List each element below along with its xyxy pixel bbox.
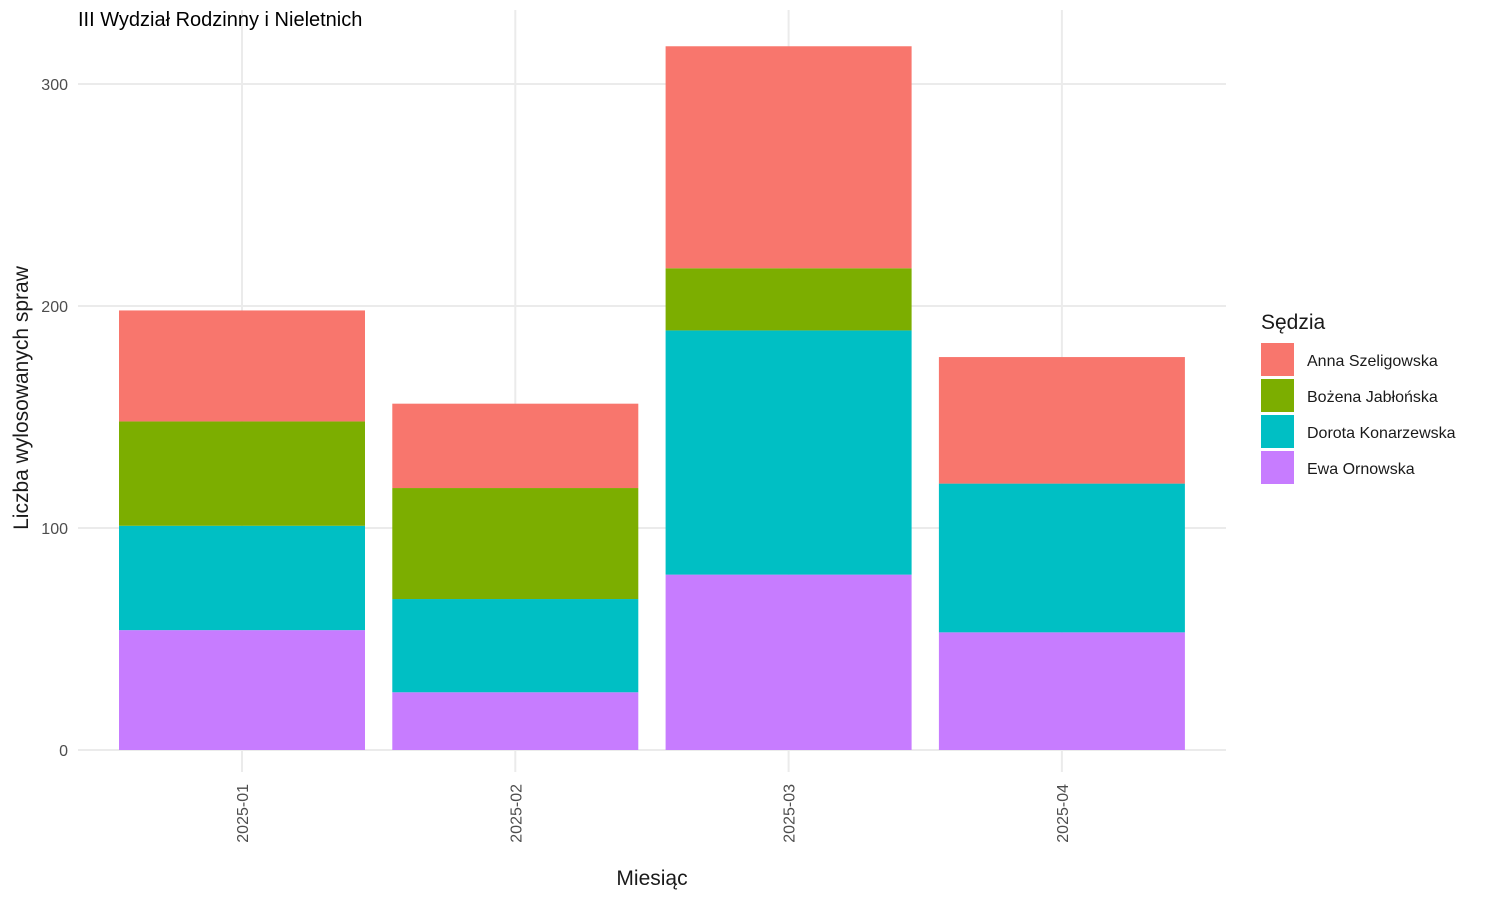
x-tick-label: 2025-01 xyxy=(235,784,252,843)
bar-segment xyxy=(938,483,1185,633)
bar-segment xyxy=(119,630,365,750)
y-tick-label: 200 xyxy=(41,299,68,316)
x-axis-ticks: 2025-01 2025-02 2025-03 2025-04 xyxy=(235,784,1072,843)
y-axis-title: Liczba wylosowanych spraw xyxy=(10,265,33,530)
bar-segment xyxy=(665,574,912,750)
y-axis-ticks: 0 100 200 300 xyxy=(41,77,68,760)
bar-segment xyxy=(938,357,1185,484)
legend-swatch xyxy=(1261,343,1294,376)
legend-swatch xyxy=(1261,451,1294,484)
legend: Sędzia Anna Szeligowska Bożena Jabłońska D… xyxy=(1261,311,1456,484)
bar-segment xyxy=(392,692,639,750)
y-tick-label: 100 xyxy=(41,521,68,538)
y-tick-label: 300 xyxy=(41,77,68,94)
legend-label: Anna Szeligowska xyxy=(1307,353,1438,370)
x-axis-title: Miesiąc xyxy=(616,867,687,890)
bar-segment xyxy=(938,632,1185,750)
x-tick-label: 2025-04 xyxy=(1055,784,1072,843)
legend-label: Ewa Ornowska xyxy=(1307,461,1415,478)
bar-segment xyxy=(392,403,639,489)
x-tick-label: 2025-03 xyxy=(782,784,799,843)
bar-segment xyxy=(392,488,639,600)
legend-label: Dorota Konarzewska xyxy=(1307,425,1456,442)
chart-title: III Wydział Rodzinny i Nieletnich xyxy=(78,9,362,31)
legend-title: Sędzia xyxy=(1261,311,1326,334)
legend-swatch xyxy=(1261,415,1294,448)
x-tick-label: 2025-02 xyxy=(508,784,525,843)
bar-segment xyxy=(665,268,912,331)
legend-swatch xyxy=(1261,379,1294,412)
bar-segment xyxy=(119,525,365,631)
bar-segment xyxy=(119,421,365,526)
bar-segment xyxy=(392,599,639,693)
bar-segment xyxy=(665,330,912,575)
y-tick-label: 0 xyxy=(59,743,68,760)
bars xyxy=(119,46,1185,750)
legend-label: Bożena Jabłońska xyxy=(1307,389,1438,406)
bar-segment xyxy=(665,46,912,269)
bar-segment xyxy=(119,310,365,422)
